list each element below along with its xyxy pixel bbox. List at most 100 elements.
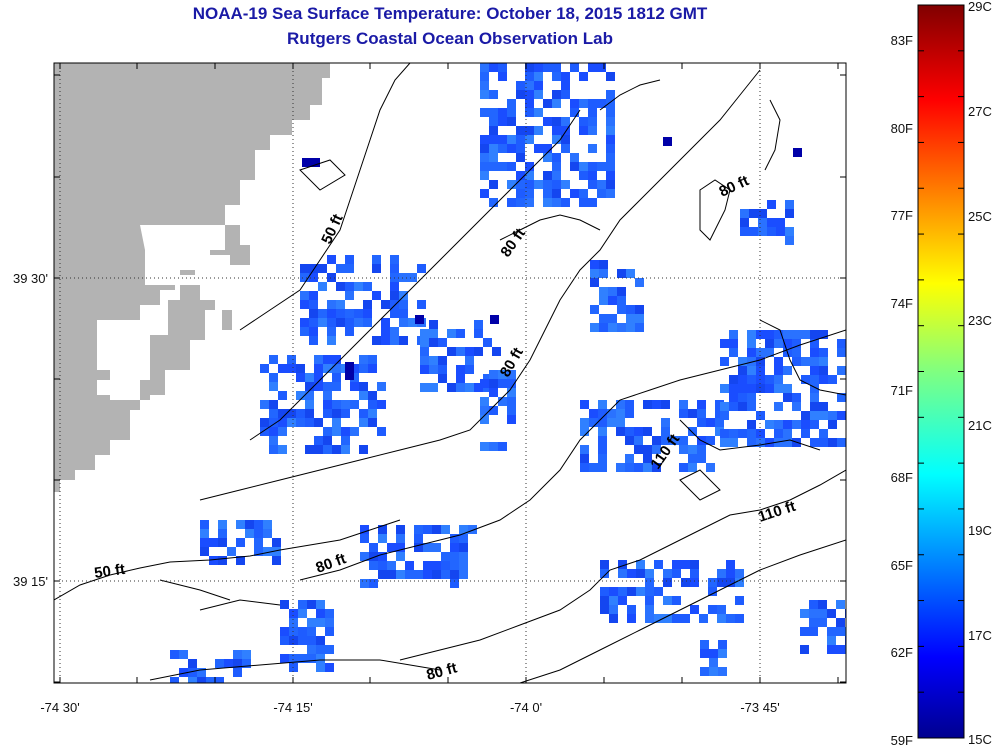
sst-pixel	[280, 627, 289, 636]
sst-pixel	[599, 323, 608, 332]
sst-pixel	[643, 454, 652, 463]
sst-pixel	[336, 282, 345, 291]
sst-pixel	[720, 411, 729, 420]
sst-pixel	[720, 429, 729, 438]
sst-pixel	[706, 436, 715, 445]
sst-pixel	[507, 99, 516, 108]
sst-pixel	[465, 356, 474, 365]
sst-pixel	[450, 534, 459, 543]
sst-pixel	[729, 339, 738, 348]
sst-pixel	[296, 418, 305, 427]
sst-pixel	[634, 463, 643, 472]
sst-pixel	[606, 108, 615, 117]
sst-pixel	[715, 427, 724, 436]
sst-pixel	[459, 525, 468, 534]
sst-pixel	[765, 420, 774, 429]
sst-pixel	[729, 348, 738, 357]
sst-pixel	[717, 578, 726, 587]
sst-pixel	[588, 171, 597, 180]
sst-pixel	[369, 552, 378, 561]
sst-pixel	[300, 273, 309, 282]
sst-pixel	[305, 400, 314, 409]
sst-pixel	[672, 560, 681, 569]
sst-pixel	[507, 379, 516, 388]
sst-pixel	[774, 357, 783, 366]
sst-pixel	[561, 72, 570, 81]
sst-pixel	[810, 411, 819, 420]
sst-pixel	[359, 409, 368, 418]
sst-pixel	[700, 667, 709, 676]
sst-pixel	[672, 569, 681, 578]
sst-pixel	[718, 667, 727, 676]
sst-pixel	[681, 560, 690, 569]
sst-pixel	[438, 365, 447, 374]
sst-pixel	[378, 534, 387, 543]
sst-pixel	[314, 418, 323, 427]
sst-pixel	[819, 402, 828, 411]
sst-pixel	[706, 418, 715, 427]
sst-pixel	[260, 364, 269, 373]
sst-pixel	[314, 382, 323, 391]
sst-pixel	[414, 543, 423, 552]
sst-pixel	[200, 529, 209, 538]
sst-pixel	[200, 547, 209, 556]
sst-pixel	[325, 627, 334, 636]
sst-pixel-cold	[793, 148, 802, 157]
sst-pixel	[735, 596, 744, 605]
sst-pixel	[618, 587, 627, 596]
sst-pixel	[507, 108, 516, 117]
sst-pixel	[489, 379, 498, 388]
sst-pixel	[390, 291, 399, 300]
sst-pixel	[720, 402, 729, 411]
sst-pixel	[697, 409, 706, 418]
sst-pixel	[534, 90, 543, 99]
sst-pixel	[608, 296, 617, 305]
sst-pixel	[600, 605, 609, 614]
sst-pixel	[643, 463, 652, 472]
sst-pixel	[636, 587, 645, 596]
sst-pixel	[287, 364, 296, 373]
sst-pixel	[699, 614, 708, 623]
sst-pixel	[480, 171, 489, 180]
sst-pixel	[390, 300, 399, 309]
sst-pixel	[767, 227, 776, 236]
sst-pixel	[819, 330, 828, 339]
sst-pixel	[305, 382, 314, 391]
sst-pixel	[368, 391, 377, 400]
sst-pixel	[617, 305, 626, 314]
sst-pixel	[747, 393, 756, 402]
sst-pixel	[399, 336, 408, 345]
sst-pixel	[309, 327, 318, 336]
sst-pixel	[609, 605, 618, 614]
sst-pixel	[697, 418, 706, 427]
sst-pixel	[254, 520, 263, 529]
y-tick-label: 39 30'	[13, 271, 48, 286]
sst-pixel	[489, 406, 498, 415]
sst-pixel	[598, 427, 607, 436]
sst-pixel	[236, 556, 245, 565]
sst-pixel	[516, 171, 525, 180]
sst-pixel	[188, 659, 197, 668]
sst-pixel	[341, 400, 350, 409]
sst-pixel	[588, 108, 597, 117]
sst-pixel	[396, 534, 405, 543]
sst-pixel	[525, 171, 534, 180]
sst-pixel	[387, 543, 396, 552]
sst-pixel	[718, 649, 727, 658]
sst-pixel	[516, 135, 525, 144]
sst-pixel	[715, 409, 724, 418]
sst-pixel	[450, 570, 459, 579]
sst-pixel	[287, 355, 296, 364]
sst-pixel	[597, 99, 606, 108]
sst-pixel	[507, 198, 516, 207]
sst-pixel	[233, 668, 242, 677]
sst-pixel	[643, 427, 652, 436]
sst-pixel	[332, 418, 341, 427]
sst-pixel	[489, 388, 498, 397]
sst-pixel	[836, 645, 845, 654]
sst-pixel	[456, 383, 465, 392]
sst-pixel	[399, 309, 408, 318]
sst-pixel	[635, 278, 644, 287]
sst-pixel	[774, 420, 783, 429]
sst-pixel	[354, 282, 363, 291]
